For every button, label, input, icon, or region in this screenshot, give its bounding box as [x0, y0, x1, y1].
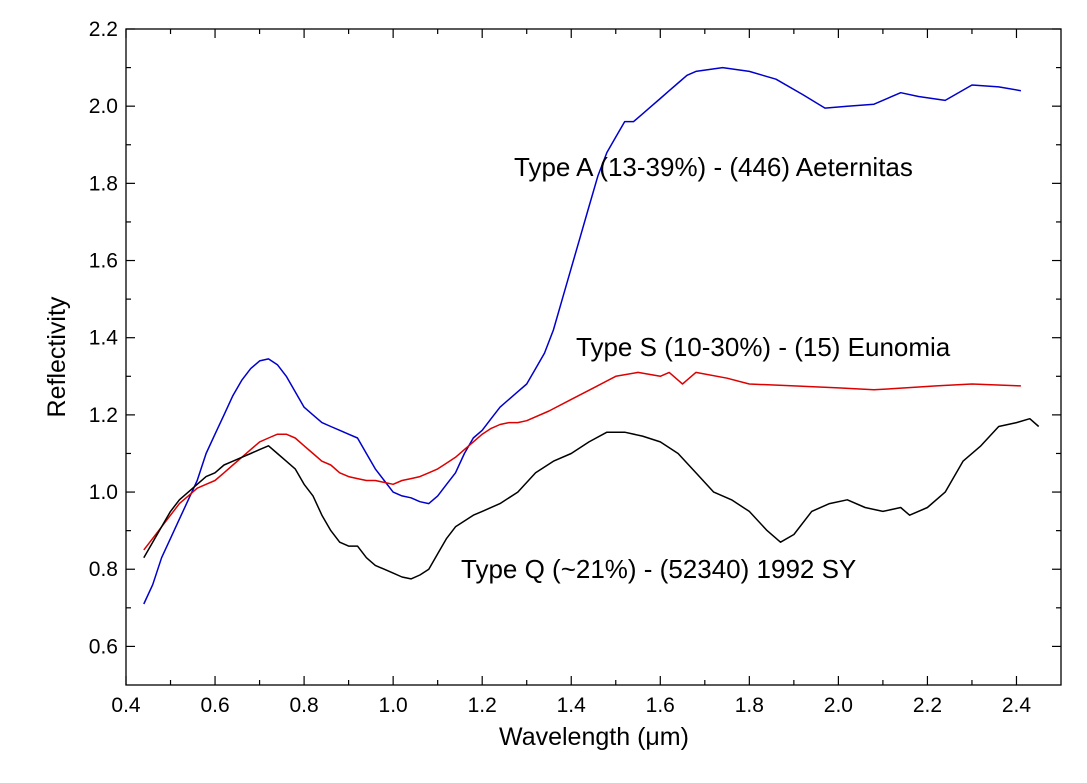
series-label-type-s: Type S (10-30%) - (15) Eunomia — [576, 332, 951, 362]
y-tick-label: 1.2 — [89, 404, 118, 427]
x-axis-title: Wavelength (μm) — [499, 723, 689, 751]
y-tick-label: 1.4 — [89, 327, 119, 350]
series-line-2 — [143, 417, 1040, 580]
x-tick-label: 1.2 — [468, 694, 497, 717]
y-axis-title: Reflectivity — [43, 296, 71, 417]
x-tick-label: 0.4 — [111, 694, 141, 717]
axis-ticks — [125, 28, 1061, 685]
x-tick-label: 1.4 — [557, 694, 587, 717]
y-tick-label: 2.2 — [89, 18, 118, 41]
x-tick-label: 1.8 — [735, 694, 764, 717]
x-tick-label: 2.0 — [824, 694, 853, 717]
y-tick-label: 1.0 — [89, 481, 118, 504]
axis-tick-labels: 0.4 0.6 0.8 1.0 1.2 1.4 1.6 1.8 2.0 2.2 2.4 0.6 0.8 1… — [89, 18, 1032, 717]
x-tick-label: 2.4 — [1002, 694, 1032, 717]
x-tick-label: 1.6 — [646, 694, 675, 717]
x-tick-label: 0.6 — [200, 694, 229, 717]
x-tick-label: 0.8 — [289, 694, 318, 717]
x-tick-label: 1.0 — [379, 694, 408, 717]
series-label-type-q: Type Q (~21%) - (52340) 1992 SY — [461, 554, 856, 584]
y-tick-label: 1.8 — [89, 172, 118, 195]
y-tick-label: 0.8 — [89, 558, 118, 581]
y-tick-label: 0.6 — [89, 635, 118, 658]
y-tick-label: 2.0 — [89, 95, 118, 118]
series-line-1 — [143, 371, 1021, 551]
x-tick-label: 2.2 — [913, 694, 942, 717]
data-series — [143, 66, 1040, 605]
series-label-type-a: Type A (13-39%) - (446) Aeternitas — [514, 152, 913, 182]
y-tick-label: 1.6 — [89, 250, 118, 273]
plot-frame — [125, 28, 1062, 686]
series-line-0 — [143, 66, 1022, 605]
